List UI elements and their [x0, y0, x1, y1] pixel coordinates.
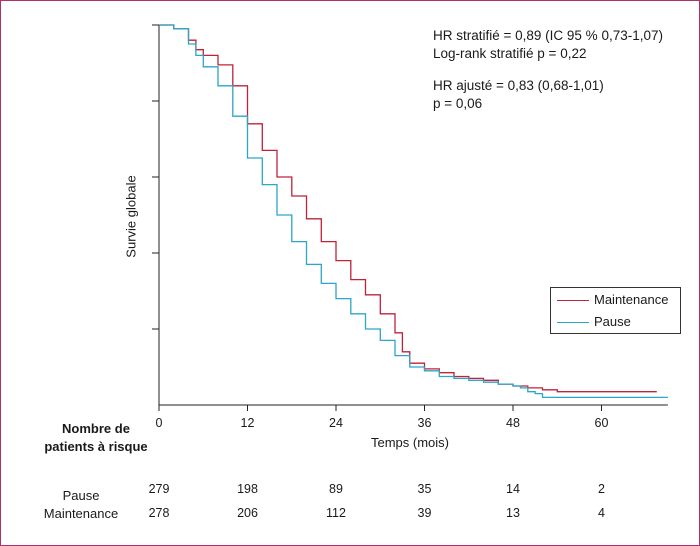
risk-cell-maintenance: 4 — [598, 506, 605, 520]
risk-cell-pause: 14 — [506, 482, 520, 496]
series-line-pause — [159, 24, 668, 399]
x-tick-label: 48 — [506, 416, 520, 430]
risk-cell-maintenance: 13 — [506, 506, 520, 520]
annotation-p-value: p = 0,06 — [433, 96, 483, 111]
risk-cell-maintenance: 206 — [237, 506, 258, 520]
risk-cell-pause: 198 — [237, 482, 258, 496]
risk-cell-maintenance: 39 — [417, 506, 432, 520]
series-line-maintenance — [159, 24, 657, 393]
x-tick-label: 36 — [417, 416, 432, 430]
legend: Maintenance Pause — [550, 287, 681, 334]
legend-item-pause: Pause — [551, 312, 680, 332]
risk-row-label-pause: Pause — [62, 488, 100, 503]
x-tick-label: 60 — [594, 416, 609, 430]
legend-swatch-maintenance — [557, 300, 589, 301]
legend-label-pause: Pause — [594, 314, 631, 329]
x-tick-label: 0 — [155, 416, 163, 430]
risk-cell-pause: 89 — [329, 482, 343, 496]
annotation-logrank: Log-rank stratifié p = 0,22 — [433, 46, 587, 61]
risk-cell-pause: 279 — [148, 482, 170, 496]
risk-cell-pause: 2 — [598, 482, 605, 496]
annotation-hr-adjusted: HR ajusté = 0,83 (0,68-1,01) — [433, 78, 604, 93]
risk-cell-maintenance: 278 — [148, 506, 170, 520]
annotation-hr-stratified: HR stratifié = 0,89 (IC 95 % 0,73-1,07) — [433, 28, 663, 43]
x-tick-label: 24 — [329, 416, 343, 430]
risk-table-title: Nombre de patients à risque — [41, 420, 151, 456]
legend-swatch-pause — [557, 322, 589, 323]
x-axis-label: Temps (mois) — [371, 435, 450, 450]
risk-cell-pause: 35 — [417, 482, 432, 496]
risk-row-label-maintenance: Maintenance — [43, 506, 119, 521]
risk-table-title-line2: patients à risque — [44, 439, 148, 454]
x-tick-label: 12 — [240, 416, 255, 430]
legend-item-maintenance: Maintenance — [551, 290, 680, 310]
risk-table-title-line1: Nombre de — [62, 421, 130, 436]
legend-label-maintenance: Maintenance — [594, 292, 669, 307]
y-axis-label: Survie globale — [123, 175, 139, 258]
risk-cell-maintenance: 112 — [326, 506, 346, 520]
